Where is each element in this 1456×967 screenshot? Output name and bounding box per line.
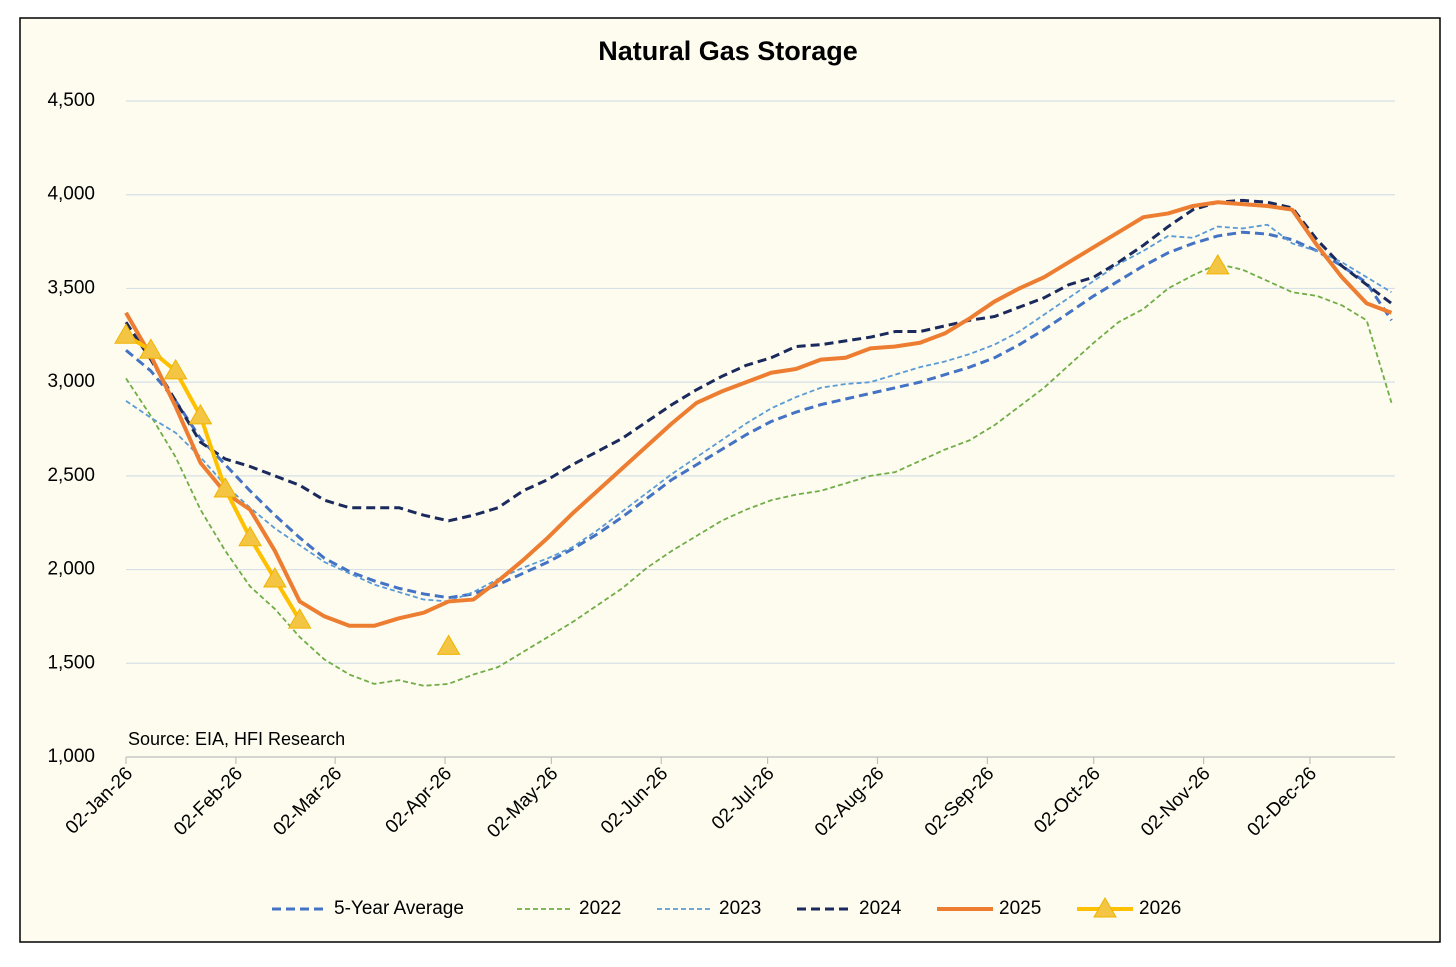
series-line — [125, 223, 1392, 603]
annotation: Source: EIA, HFI Research — [128, 729, 345, 749]
chart-frame — [19, 17, 1441, 943]
legend-label: 2025 — [999, 898, 1041, 919]
y-tick-label: 2,500 — [47, 465, 95, 486]
series-line — [124, 198, 1393, 523]
series-line — [124, 200, 1393, 628]
triangle-marker — [1205, 253, 1230, 275]
chart-title: Natural Gas Storage — [598, 36, 858, 66]
y-tick-label: 2,000 — [47, 559, 95, 580]
legend-label: 2024 — [859, 898, 902, 919]
triangle-marker — [263, 566, 287, 588]
triangle-marker — [188, 403, 213, 425]
legend-label: 5-Year Average — [334, 898, 464, 919]
y-tick-label: 1,500 — [47, 652, 95, 673]
series-line — [125, 263, 1393, 687]
series-line — [125, 230, 1393, 600]
triangle-marker — [213, 476, 238, 498]
triangle-marker — [436, 634, 461, 655]
y-tick-label: 1,000 — [47, 746, 95, 767]
legend-label: 2026 — [1139, 898, 1181, 919]
y-tick-label: 3,500 — [47, 277, 95, 298]
legend-marker — [1093, 897, 1117, 918]
legend-label: 2022 — [579, 898, 621, 919]
y-tick-label: 4,500 — [47, 90, 95, 111]
y-tick-label: 3,000 — [47, 371, 95, 392]
triangle-marker — [163, 358, 188, 380]
triangle-marker — [287, 608, 312, 629]
triangle-marker — [238, 525, 262, 547]
y-tick-label: 4,000 — [47, 184, 95, 205]
legend-label: 2023 — [719, 898, 761, 919]
triangle-marker — [114, 323, 138, 344]
triangle-marker — [138, 338, 163, 359]
